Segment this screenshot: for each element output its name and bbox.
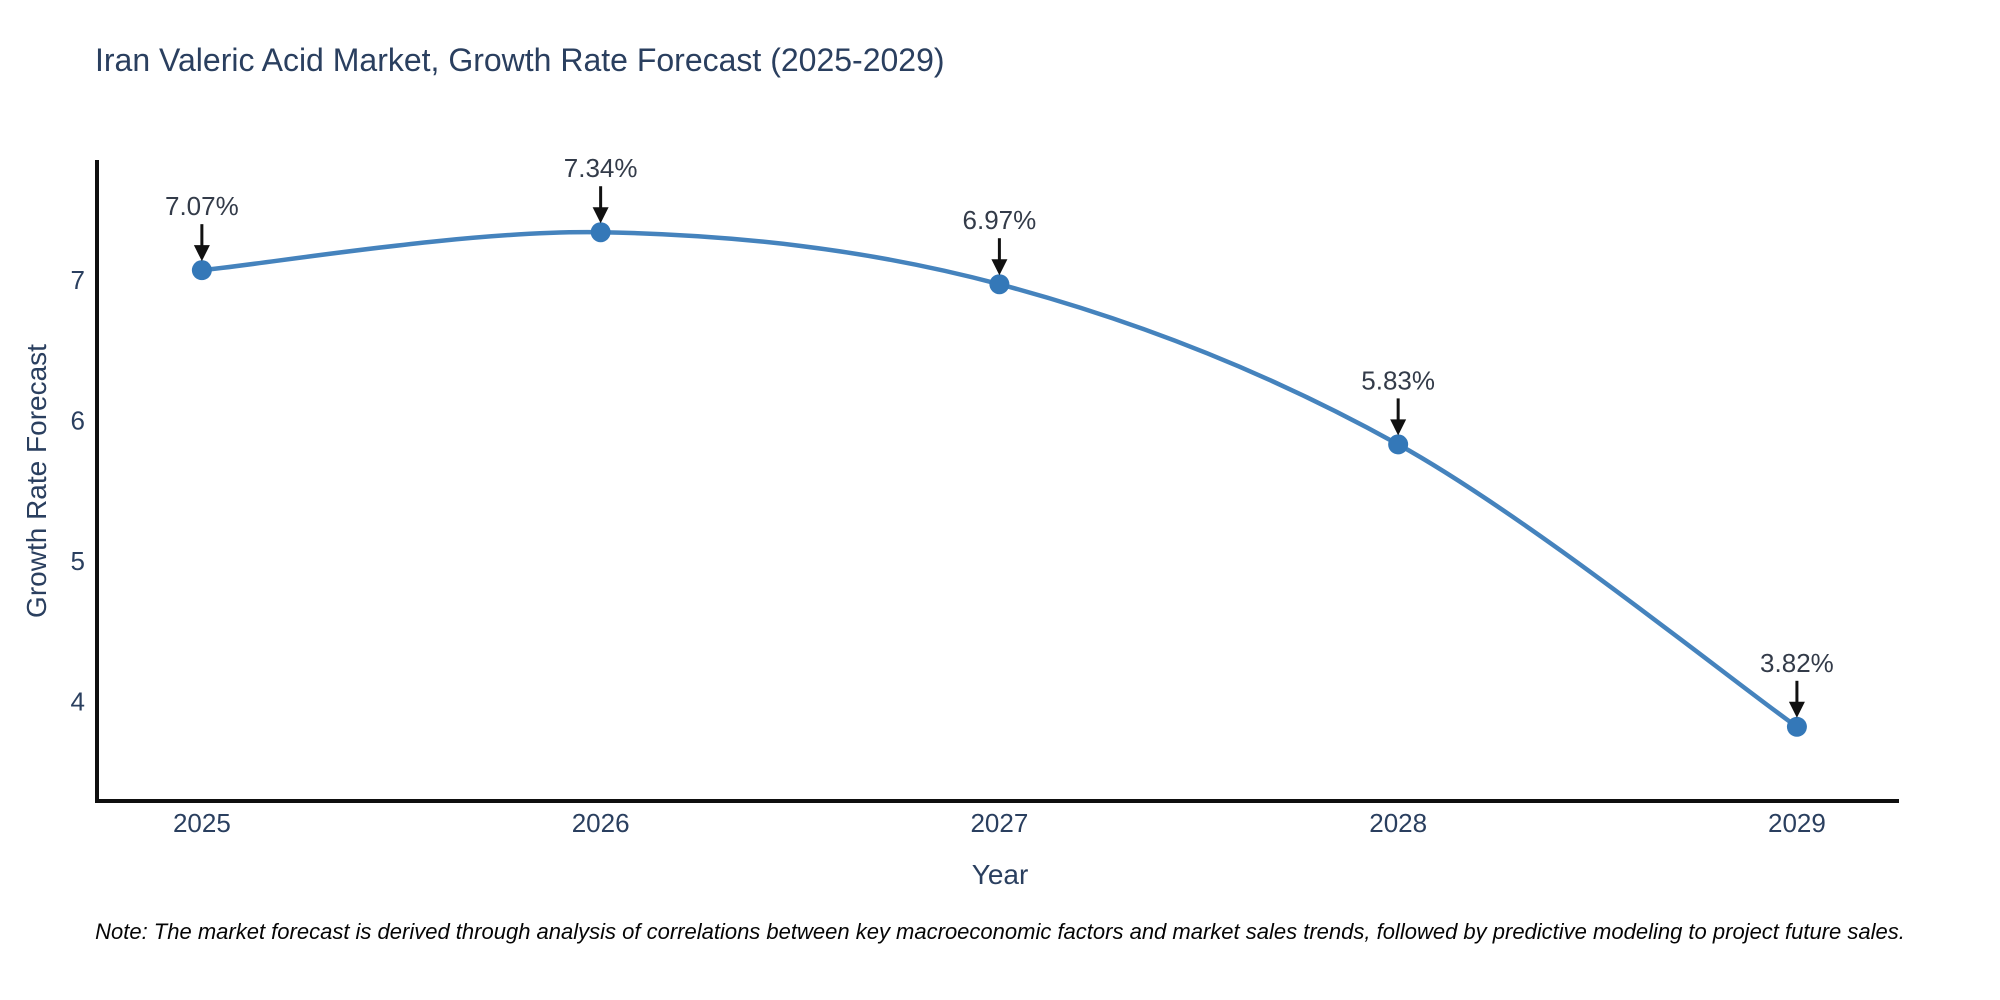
annotation-arrow-head: [991, 259, 1008, 276]
axis-spines: [95, 160, 1899, 803]
y-tick-label: 7: [71, 265, 85, 295]
x-tick-label: 2025: [173, 808, 231, 838]
point-value-label: 7.34%: [564, 153, 638, 183]
annotation-arrow-head: [1788, 701, 1805, 718]
point-value-label: 5.83%: [1361, 365, 1435, 395]
data-point-marker: [1388, 434, 1409, 455]
x-axis-title: Year: [971, 859, 1029, 890]
point-value-label: 6.97%: [963, 205, 1037, 235]
point-value-label: 7.07%: [165, 191, 239, 221]
annotation-arrow-head: [592, 207, 609, 224]
y-tick-label: 4: [71, 687, 85, 717]
x-tick-label: 2027: [970, 808, 1028, 838]
annotation-arrow-head: [1390, 419, 1407, 436]
point-value-label: 3.82%: [1760, 648, 1834, 678]
y-axis-title: Growth Rate Forecast: [21, 344, 52, 618]
y-tick-label: 5: [71, 546, 85, 576]
footnote: Note: The market forecast is derived thr…: [95, 919, 1905, 944]
annotation-arrow-head: [193, 245, 210, 262]
y-tick-label: 6: [71, 406, 85, 436]
data-point-marker: [191, 260, 212, 281]
data-point-marker: [590, 222, 611, 243]
chart-title: Iran Valeric Acid Market, Growth Rate Fo…: [95, 42, 945, 78]
x-tick-label: 2026: [572, 808, 630, 838]
x-tick-label: 2029: [1768, 808, 1826, 838]
forecast-line: [199, 229, 1800, 730]
x-tick-label: 2028: [1369, 808, 1427, 838]
data-point-marker: [1786, 716, 1807, 737]
data-point-marker: [989, 274, 1010, 295]
